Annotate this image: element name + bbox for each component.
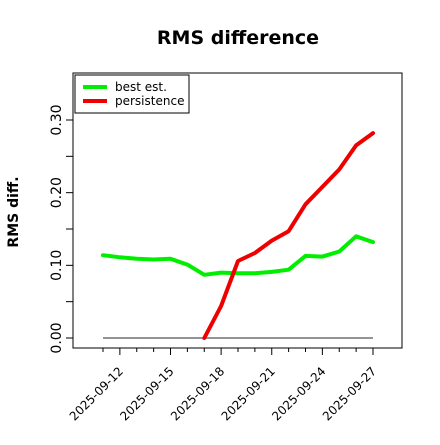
series-line-persistence bbox=[202, 131, 375, 340]
y-tick-label: 0.00 bbox=[49, 322, 65, 353]
y-tick-label: 0.10 bbox=[49, 250, 65, 281]
y-tick-label: 0.30 bbox=[49, 104, 65, 135]
plot-frame bbox=[72, 72, 403, 349]
x-tick-label: 2025-09-27 bbox=[320, 364, 379, 423]
chart-title: RMS difference bbox=[157, 27, 319, 49]
y-axis-label: RMS diff. bbox=[6, 176, 22, 247]
legend-box bbox=[74, 74, 190, 114]
y-tick-label: 0.20 bbox=[49, 177, 65, 208]
legend-label: persistence bbox=[115, 94, 184, 108]
series-line-best-est- bbox=[101, 234, 375, 277]
legend-label: best est. bbox=[115, 80, 167, 94]
